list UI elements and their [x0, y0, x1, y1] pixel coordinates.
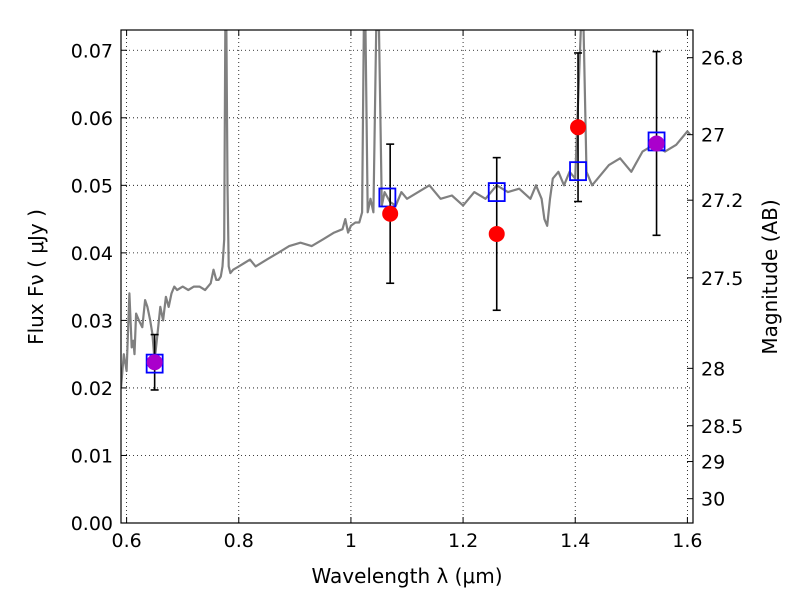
sed-line — [121, 30, 692, 388]
y-tick-label: 0.01 — [71, 445, 113, 467]
magnitude-tick-label: 27.2 — [701, 190, 743, 212]
y-tick-label: 0.00 — [71, 513, 113, 535]
x-tick-labels: 0.6 0.8 1 1.2 1.4 1.6 — [111, 530, 702, 552]
model-square — [487, 182, 506, 202]
y-tick-labels: 0.00 0.01 0.02 0.03 0.04 0.05 0.06 0.07 — [71, 40, 113, 535]
x-tick-label: 0.8 — [224, 530, 254, 552]
x-tick-label: 0.6 — [111, 530, 141, 552]
grid — [121, 30, 693, 523]
y-tick-label: 0.03 — [71, 310, 113, 332]
magnitude-tick-label: 29 — [701, 452, 725, 474]
x-axis-label: Wavelength λ (μm) — [311, 564, 502, 588]
observed-point — [570, 119, 587, 136]
magnitude-tick-label: 27.5 — [701, 268, 743, 290]
magnitude-tick-label: 28 — [701, 358, 725, 380]
magnitude-tick-label: 26.8 — [701, 48, 743, 70]
right-axis-label: Magnitude (AB) — [758, 199, 782, 354]
y-tick-label: 0.06 — [71, 108, 113, 130]
model-square — [569, 161, 587, 182]
observed-point — [488, 225, 505, 242]
ticks — [121, 30, 693, 524]
magnitude-tick-label: 27 — [701, 125, 725, 147]
plot-frame — [120, 29, 694, 524]
x-tick-label: 1.4 — [560, 530, 590, 552]
y-tick-label: 0.07 — [71, 40, 113, 62]
y-axis-label: Flux Fν ( μJy ) — [24, 209, 48, 345]
magnitude-tick-label: 28.5 — [701, 416, 743, 438]
magnitude-tick-label: 30 — [701, 489, 725, 511]
y-tick-label: 0.05 — [71, 175, 113, 197]
x-tick-label: 1 — [345, 530, 357, 552]
sed-model-layer — [121, 30, 692, 388]
magnitude-tick-labels: 26.8 27 27.2 27.5 28 28.5 29 30 — [701, 48, 743, 511]
y-tick-label: 0.02 — [71, 378, 113, 400]
observed-points — [146, 119, 665, 371]
x-tick-label: 1.2 — [448, 530, 478, 552]
observed-point — [146, 354, 163, 371]
y-tick-label: 0.04 — [71, 243, 113, 265]
x-tick-label: 1.6 — [672, 530, 702, 552]
observed-point — [382, 205, 399, 222]
observed-point — [648, 135, 665, 152]
